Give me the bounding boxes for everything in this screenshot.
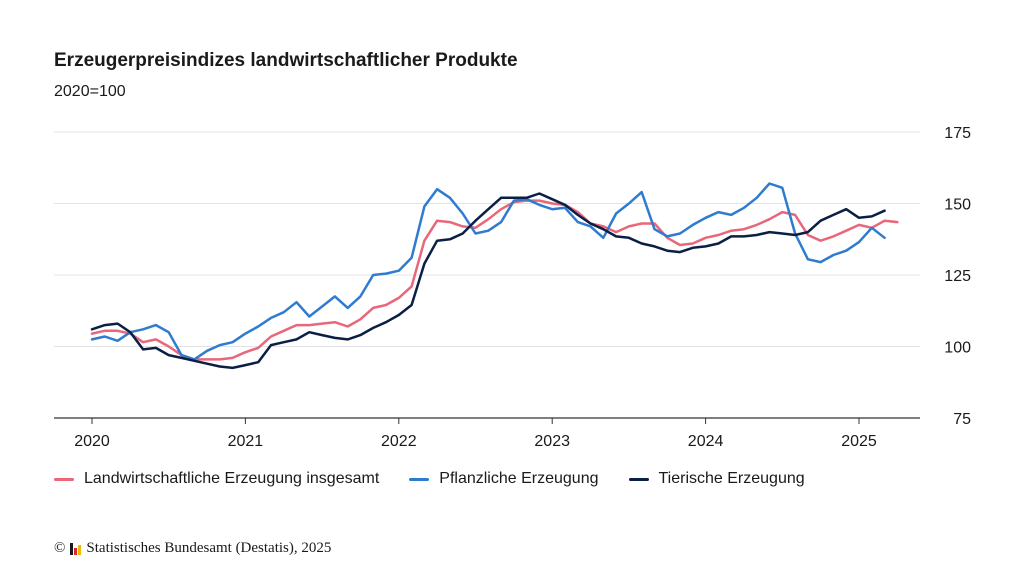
chart-subtitle: 2020=100 [54, 83, 126, 100]
chart-title: Erzeugerpreisindizes landwirtschaftliche… [54, 50, 518, 71]
y-tick-label: 75 [953, 411, 971, 428]
legend-label-insgesamt: Landwirtschaftliche Erzeugung insgesamt [84, 470, 380, 487]
y-axis-tick-labels: 75 100 125 150 175 [944, 125, 971, 428]
series-line-tierisch[interactable] [90, 192, 886, 370]
x-axis: 2020 2021 2022 2023 2024 2025 [54, 417, 920, 450]
y-tick-label: 100 [944, 340, 971, 357]
x-tick-label: 2024 [688, 433, 724, 450]
y-tick-label: 175 [944, 125, 971, 142]
legend-label-pflanzlich: Pflanzliche Erzeugung [439, 470, 599, 487]
destatis-logo-icon [70, 542, 82, 555]
source-footer: © Statistisches Bundesamt (Destatis), 20… [54, 540, 331, 557]
grid-lines [54, 131, 920, 347]
y-tick-label: 150 [944, 197, 971, 214]
x-tick-label: 2025 [841, 433, 877, 450]
legend-item-tierisch[interactable]: Tierische Erzeugung [628, 470, 805, 488]
series-line-pflanzlich[interactable] [90, 182, 886, 361]
source-text: Statistisches Bundesamt (Destatis), 2025 [86, 540, 332, 556]
legend-label-tierisch: Tierische Erzeugung [658, 470, 805, 487]
series-lines [90, 182, 899, 370]
line-chart: 75 100 125 150 175 2020 2021 2022 2023 2024 2025 [54, 125, 971, 450]
x-tick-label: 2023 [534, 433, 570, 450]
legend-item-insgesamt[interactable]: Landwirtschaftliche Erzeugung insgesamt [54, 470, 379, 488]
x-tick-label: 2022 [381, 433, 417, 450]
copyright-symbol: © [54, 540, 66, 556]
legend-swatch-insgesamt [54, 477, 74, 481]
legend: Landwirtschaftliche Erzeugung insgesamt … [54, 470, 805, 488]
x-tick-label: 2020 [74, 433, 110, 450]
y-tick-label: 125 [944, 268, 971, 285]
legend-swatch-pflanzlich [409, 477, 430, 481]
x-tick-label: 2021 [228, 433, 264, 450]
series-line-insgesamt[interactable] [90, 199, 899, 361]
legend-item-pflanzlich[interactable]: Pflanzliche Erzeugung [409, 470, 599, 488]
legend-swatch-tierisch [628, 477, 649, 481]
